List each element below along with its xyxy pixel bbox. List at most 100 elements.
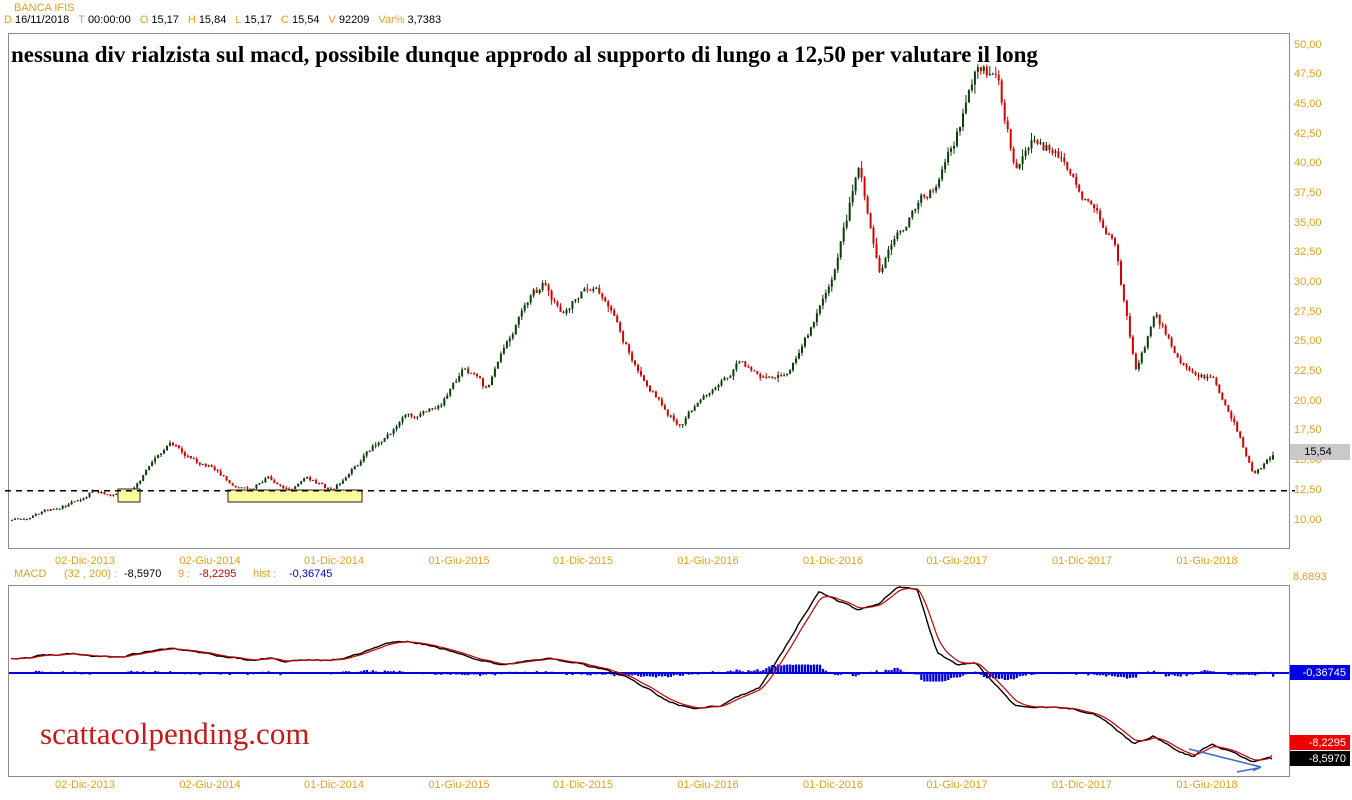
- candlestick-body: [383, 438, 386, 442]
- trend-arrow-annotation[interactable]: [1188, 748, 1262, 773]
- date-axis-label: 01-Giu-2015: [428, 555, 490, 567]
- candlestick-body: [213, 466, 216, 470]
- price-axis-label: 17,50: [1294, 424, 1322, 436]
- candlestick-body: [577, 298, 580, 300]
- price-axis-label: 47,50: [1294, 68, 1322, 80]
- candlestick-body: [28, 517, 31, 519]
- candlestick-body: [139, 480, 142, 484]
- candlestick-body: [890, 244, 893, 250]
- candlestick-body: [860, 167, 863, 178]
- candlestick-body: [25, 519, 28, 520]
- candlestick-body: [1203, 374, 1206, 379]
- candlestick-body: [947, 151, 950, 163]
- candlestick-body: [410, 413, 413, 417]
- chart-annotation-text[interactable]: nessuna div rialzista sul macd, possibil…: [11, 42, 1038, 67]
- candlestick-body: [312, 480, 315, 482]
- candlestick-body: [714, 387, 717, 390]
- quote-field-l: L 15,17: [235, 14, 272, 26]
- candlestick-body: [73, 501, 76, 503]
- candlestick-body: [741, 361, 744, 363]
- candlestick-body: [717, 385, 720, 388]
- candlestick-body: [115, 493, 118, 495]
- candlestick-body: [1155, 314, 1158, 317]
- candlestick-body: [911, 210, 914, 218]
- candlestick-body: [461, 369, 464, 376]
- candlestick-body: [335, 484, 338, 489]
- candlestick-body: [330, 488, 332, 490]
- candlestick-body: [437, 405, 440, 409]
- candlestick-body: [1209, 376, 1212, 378]
- candlestick-body: [702, 395, 705, 400]
- candlestick-body: [905, 226, 908, 231]
- candlestick-body: [920, 194, 923, 203]
- candlestick-body: [580, 291, 583, 299]
- candlestick-body: [693, 406, 696, 411]
- candlestick-body: [780, 374, 783, 376]
- candlestick-body: [100, 491, 103, 493]
- candlestick-body: [479, 376, 481, 379]
- price-axis-label: 50,00: [1294, 39, 1322, 51]
- candlestick-body: [970, 84, 973, 91]
- candlestick-body: [801, 346, 803, 353]
- candlestick-body: [55, 508, 58, 510]
- candlestick-body: [616, 315, 619, 323]
- candlestick-body: [401, 417, 404, 423]
- quote-field-label: C: [281, 14, 289, 26]
- candlestick-body: [687, 411, 690, 419]
- candlestick-body: [1143, 347, 1146, 353]
- candlestick-body: [562, 311, 565, 314]
- candlestick-body: [1251, 462, 1254, 472]
- candlestick-body: [1137, 362, 1140, 370]
- candlestick-body: [649, 385, 651, 392]
- candlestick-body: [37, 513, 40, 515]
- candlestick-body: [300, 481, 303, 484]
- candlestick-body: [425, 411, 428, 413]
- quote-field-value: 15,17: [244, 14, 272, 26]
- candlestick-body: [31, 515, 34, 518]
- quote-field-d: D 16/11/2018: [4, 14, 69, 26]
- price-chart-canvas[interactable]: [9, 34, 1289, 548]
- candlestick-body: [982, 66, 985, 72]
- candlestick-body: [1048, 145, 1051, 151]
- candlestick-body: [34, 513, 37, 516]
- date-axis-label: 01-Giu-2018: [1176, 779, 1238, 791]
- candlestick-body: [744, 361, 747, 367]
- macd-chart-canvas[interactable]: [9, 586, 1289, 776]
- candlestick-body: [493, 368, 496, 377]
- date-axis-label: 01-Giu-2017: [926, 555, 988, 567]
- candlestick-body: [1125, 300, 1128, 316]
- candlestick-body: [1054, 151, 1057, 153]
- candlestick-body: [1230, 411, 1233, 419]
- candlestick-body: [1015, 162, 1018, 169]
- candlestick-body: [1206, 376, 1209, 379]
- candlestick-body: [449, 388, 452, 396]
- support-zone-box-1[interactable]: [117, 488, 141, 503]
- candlestick-body: [216, 470, 219, 472]
- candlestick-body: [833, 269, 836, 280]
- candlestick-body: [729, 376, 732, 378]
- candlestick-body: [654, 391, 657, 398]
- candlestick-body: [261, 482, 264, 484]
- candlestick-body: [887, 249, 890, 259]
- support-dashed-line[interactable]: [5, 490, 1295, 492]
- candlestick-body: [768, 376, 771, 378]
- price-axis-label: 22,50: [1294, 365, 1322, 377]
- candlestick-body: [306, 477, 309, 479]
- candlestick-body: [443, 398, 446, 406]
- candlestick-body: [496, 361, 499, 369]
- candlestick-body: [413, 416, 416, 418]
- candlestick-body: [815, 313, 818, 323]
- candlestick-body: [586, 288, 589, 290]
- candlestick-body: [14, 518, 16, 520]
- candlestick-body: [854, 177, 857, 192]
- candlestick-body: [908, 217, 911, 227]
- date-axis-label: 02-Dic-2013: [55, 555, 115, 567]
- candlestick-body: [1260, 468, 1263, 470]
- quote-field-value: 3,7383: [407, 14, 442, 26]
- candlestick-body: [1000, 80, 1003, 103]
- candlestick-body: [440, 405, 443, 407]
- candlestick-body: [967, 90, 970, 103]
- candlestick-body: [690, 410, 693, 412]
- candlestick-body: [175, 445, 177, 447]
- candlestick-body: [836, 257, 839, 270]
